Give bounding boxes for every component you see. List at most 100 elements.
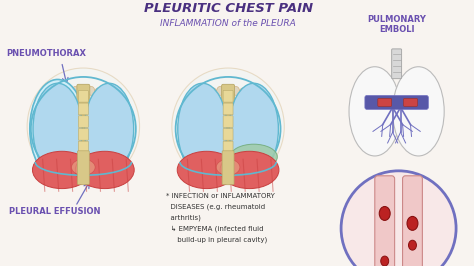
Ellipse shape [246, 117, 254, 126]
Ellipse shape [203, 117, 210, 126]
Text: INFLAMMATION of the PLEURA: INFLAMMATION of the PLEURA [160, 19, 296, 28]
Ellipse shape [95, 144, 102, 153]
Ellipse shape [72, 159, 95, 175]
Ellipse shape [239, 144, 246, 153]
Text: * INFECTION or INFLAMMATORY: * INFECTION or INFLAMMATORY [165, 193, 274, 199]
Ellipse shape [217, 142, 224, 151]
FancyBboxPatch shape [392, 49, 401, 79]
Ellipse shape [210, 144, 217, 153]
Text: arthritis): arthritis) [165, 214, 201, 221]
Ellipse shape [88, 86, 95, 95]
Ellipse shape [210, 88, 217, 97]
Ellipse shape [58, 89, 65, 98]
Ellipse shape [102, 117, 109, 126]
Ellipse shape [233, 156, 239, 165]
Ellipse shape [178, 83, 227, 175]
Ellipse shape [217, 128, 224, 137]
Ellipse shape [392, 67, 444, 156]
Ellipse shape [239, 102, 246, 111]
Ellipse shape [246, 103, 254, 112]
FancyBboxPatch shape [375, 176, 395, 266]
Ellipse shape [229, 83, 278, 175]
Ellipse shape [88, 142, 95, 151]
Ellipse shape [216, 159, 240, 175]
Ellipse shape [217, 86, 224, 95]
Ellipse shape [95, 116, 102, 125]
Ellipse shape [220, 151, 279, 189]
Ellipse shape [246, 89, 254, 98]
Ellipse shape [65, 88, 72, 97]
FancyBboxPatch shape [223, 128, 233, 140]
Text: PULMONARY
EMBOLI: PULMONARY EMBOLI [367, 15, 426, 34]
Ellipse shape [217, 156, 224, 165]
Ellipse shape [203, 89, 210, 98]
Ellipse shape [95, 130, 102, 139]
FancyBboxPatch shape [223, 116, 233, 127]
FancyBboxPatch shape [222, 151, 234, 185]
Ellipse shape [72, 142, 79, 151]
Ellipse shape [203, 145, 210, 154]
Ellipse shape [58, 145, 65, 154]
FancyBboxPatch shape [77, 151, 89, 185]
Text: DISEASES (e.g. rheumatoid: DISEASES (e.g. rheumatoid [165, 203, 265, 210]
FancyBboxPatch shape [223, 103, 233, 115]
Ellipse shape [246, 145, 254, 154]
Ellipse shape [102, 89, 109, 98]
FancyBboxPatch shape [223, 90, 233, 102]
Ellipse shape [95, 158, 102, 167]
Ellipse shape [58, 117, 65, 126]
Ellipse shape [72, 86, 79, 95]
Ellipse shape [233, 86, 239, 95]
Ellipse shape [210, 158, 217, 167]
Ellipse shape [407, 217, 418, 230]
Ellipse shape [30, 80, 85, 178]
Ellipse shape [217, 100, 224, 109]
Ellipse shape [217, 114, 224, 123]
Ellipse shape [102, 103, 109, 112]
FancyBboxPatch shape [378, 98, 392, 106]
FancyBboxPatch shape [78, 103, 88, 115]
Ellipse shape [88, 100, 95, 109]
Ellipse shape [246, 159, 254, 168]
Ellipse shape [88, 156, 95, 165]
Ellipse shape [233, 114, 239, 123]
FancyBboxPatch shape [78, 90, 88, 102]
FancyBboxPatch shape [365, 95, 428, 109]
Ellipse shape [65, 144, 72, 153]
FancyBboxPatch shape [403, 98, 418, 106]
Ellipse shape [65, 102, 72, 111]
Ellipse shape [27, 68, 139, 185]
Ellipse shape [72, 156, 79, 165]
Ellipse shape [210, 116, 217, 125]
Ellipse shape [65, 158, 72, 167]
Ellipse shape [84, 83, 134, 175]
Ellipse shape [88, 128, 95, 137]
Ellipse shape [65, 130, 72, 139]
Ellipse shape [203, 131, 210, 140]
Ellipse shape [233, 142, 239, 151]
FancyBboxPatch shape [78, 128, 88, 140]
Ellipse shape [75, 151, 134, 189]
Ellipse shape [381, 256, 389, 266]
Ellipse shape [102, 159, 109, 168]
Ellipse shape [233, 128, 239, 137]
FancyBboxPatch shape [402, 176, 422, 266]
FancyBboxPatch shape [77, 84, 90, 157]
Ellipse shape [58, 159, 65, 168]
FancyBboxPatch shape [78, 141, 88, 153]
Text: PLEURAL EFFUSION: PLEURAL EFFUSION [9, 207, 100, 217]
Ellipse shape [203, 159, 210, 168]
Ellipse shape [65, 116, 72, 125]
Ellipse shape [379, 206, 390, 221]
Ellipse shape [102, 131, 109, 140]
Ellipse shape [95, 88, 102, 97]
Ellipse shape [409, 240, 417, 250]
Ellipse shape [95, 102, 102, 111]
Ellipse shape [58, 103, 65, 112]
Ellipse shape [239, 88, 246, 97]
Text: PNEUMOTHORAX: PNEUMOTHORAX [6, 49, 86, 58]
Ellipse shape [239, 130, 246, 139]
Ellipse shape [33, 151, 91, 189]
Ellipse shape [210, 130, 217, 139]
Ellipse shape [230, 144, 277, 169]
